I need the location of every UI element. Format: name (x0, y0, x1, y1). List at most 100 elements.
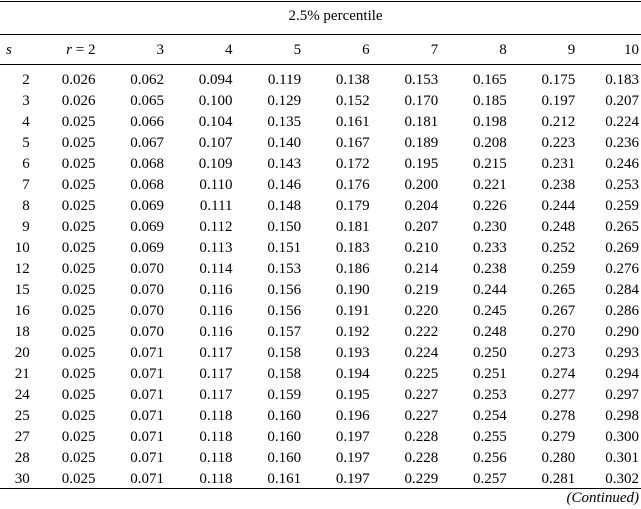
table-row: 27 0.025 0.071 0.118 0.160 0.197 0.228 0.255 0.2… (0, 427, 641, 448)
table-cell: 0.025 (61, 324, 96, 340)
header-r-eq: = 2 (71, 41, 96, 58)
table-cell: 0.065 (130, 93, 164, 109)
row-s-label: 7 (22, 177, 30, 193)
table-cell: 0.094 (198, 72, 233, 88)
table-cell: 0.277 (541, 387, 576, 403)
row-s-label: 24 (14, 387, 30, 403)
table-cell: 0.302 (605, 471, 639, 487)
row-s-label: 25 (14, 408, 30, 424)
header-row: s r = 2 3 4 5 6 7 8 9 10 (0, 38, 641, 64)
row-s-label: 3 (22, 93, 30, 109)
table-cell: 0.215 (472, 156, 507, 172)
table-row: 25 0.025 0.071 0.118 0.160 0.196 0.227 0.254 0.2… (0, 406, 641, 427)
row-s-label: 15 (14, 282, 30, 298)
table-row: 4 0.025 0.066 0.104 0.135 0.161 0.181 0.198 0.21… (0, 112, 641, 133)
table-row: 18 0.025 0.070 0.116 0.157 0.192 0.222 0.248 0.2… (0, 322, 641, 343)
continued-note: (Continued) (566, 490, 640, 506)
table-row: 8 0.025 0.069 0.111 0.148 0.179 0.204 0.226 0.24… (0, 196, 641, 217)
table-cell: 0.071 (130, 450, 164, 466)
table-cell: 0.236 (605, 135, 639, 151)
table-cell: 0.117 (199, 387, 233, 403)
table-row: 2 0.026 0.062 0.094 0.119 0.138 0.153 0.165 0.17… (0, 64, 641, 91)
table-cell: 0.278 (541, 408, 576, 424)
table-cell: 0.069 (130, 219, 164, 235)
table-cell: 0.194 (335, 366, 370, 382)
header-r2: r = 2 (36, 38, 96, 64)
table-cell: 0.246 (605, 156, 639, 172)
table-cell: 0.153 (404, 72, 439, 88)
table-cell: 0.189 (404, 135, 439, 151)
table-cell: 0.117 (199, 366, 233, 382)
table-cell: 0.070 (130, 282, 164, 298)
table-cell: 0.195 (335, 387, 370, 403)
table-cell: 0.160 (267, 450, 302, 466)
table-cell: 0.146 (267, 177, 302, 193)
table-row: 9 0.025 0.069 0.112 0.150 0.181 0.207 0.230 0.24… (0, 217, 641, 238)
row-s-label: 6 (22, 156, 30, 172)
header-col: 10 (624, 41, 639, 58)
table-cell: 0.067 (130, 135, 164, 151)
table-cell: 0.143 (267, 156, 302, 172)
table-row: 6 0.025 0.068 0.109 0.143 0.172 0.195 0.215 0.23… (0, 154, 641, 175)
table-cell: 0.244 (472, 282, 507, 298)
table-cell: 0.197 (335, 471, 370, 487)
table-cell: 0.135 (267, 114, 302, 130)
table-cell: 0.026 (61, 72, 96, 88)
top-rule (0, 1, 641, 2)
table-cell: 0.118 (199, 471, 233, 487)
header-rule (0, 64, 641, 65)
table-cell: 0.220 (404, 303, 439, 319)
table-cell: 0.183 (335, 240, 370, 256)
table-cell: 0.160 (267, 429, 302, 445)
table-cell: 0.175 (541, 72, 576, 88)
table-cell: 0.204 (404, 198, 439, 214)
table-cell: 0.279 (541, 429, 576, 445)
row-s-label: 4 (22, 114, 30, 130)
table-cell: 0.250 (472, 345, 507, 361)
table-cell: 0.165 (472, 72, 507, 88)
table-cell: 0.301 (605, 450, 639, 466)
table-cell: 0.111 (199, 198, 233, 214)
table-cell: 0.068 (130, 156, 164, 172)
table-row: 20 0.025 0.071 0.117 0.158 0.193 0.224 0.250 0.2… (0, 343, 641, 364)
table-cell: 0.238 (541, 177, 576, 193)
row-s-label: 28 (14, 450, 30, 466)
header-s: s (6, 41, 12, 58)
table-row: 10 0.025 0.069 0.113 0.151 0.183 0.210 0.233 0.2… (0, 238, 641, 259)
table-cell: 0.070 (130, 324, 164, 340)
table-cell: 0.229 (404, 471, 439, 487)
table-cell: 0.197 (335, 429, 370, 445)
row-s-label: 10 (14, 240, 30, 256)
table-cell: 0.253 (605, 177, 639, 193)
table-cell: 0.294 (605, 366, 639, 382)
row-s-label: 16 (14, 303, 30, 319)
table-row: 16 0.025 0.070 0.116 0.156 0.191 0.220 0.245 0.2… (0, 301, 641, 322)
table-cell: 0.219 (404, 282, 439, 298)
table-cell: 0.025 (61, 471, 96, 487)
table-cell: 0.069 (130, 240, 164, 256)
table-row: 7 0.025 0.068 0.110 0.146 0.176 0.200 0.221 0.23… (0, 175, 641, 196)
table-cell: 0.197 (335, 450, 370, 466)
table-row: 12 0.025 0.070 0.114 0.153 0.186 0.214 0.238 0.2… (0, 259, 641, 280)
table-cell: 0.025 (61, 114, 96, 130)
header-col: 8 (499, 41, 507, 58)
table-cell: 0.245 (472, 303, 507, 319)
table-cell: 0.181 (404, 114, 439, 130)
table-cell: 0.257 (472, 471, 507, 487)
table-cell: 0.104 (198, 114, 233, 130)
table-cell: 0.167 (335, 135, 370, 151)
table-cell: 0.233 (472, 240, 507, 256)
table-cell: 0.259 (541, 261, 576, 277)
table-cell: 0.193 (335, 345, 370, 361)
table-cell: 0.116 (199, 324, 233, 340)
table-cell: 0.214 (404, 261, 439, 277)
table-cell: 0.118 (199, 408, 233, 424)
table-cell: 0.248 (472, 324, 507, 340)
table-cell: 0.238 (472, 261, 507, 277)
table-cell: 0.290 (605, 324, 639, 340)
table-cell: 0.161 (335, 114, 370, 130)
percentile-table: s r = 2 3 4 5 6 7 8 9 10 2 0.026 0.062 0.094 0.119 0… (0, 38, 641, 490)
table-cell: 0.129 (267, 93, 302, 109)
table-cell: 0.200 (404, 177, 439, 193)
table-cell: 0.280 (541, 450, 576, 466)
